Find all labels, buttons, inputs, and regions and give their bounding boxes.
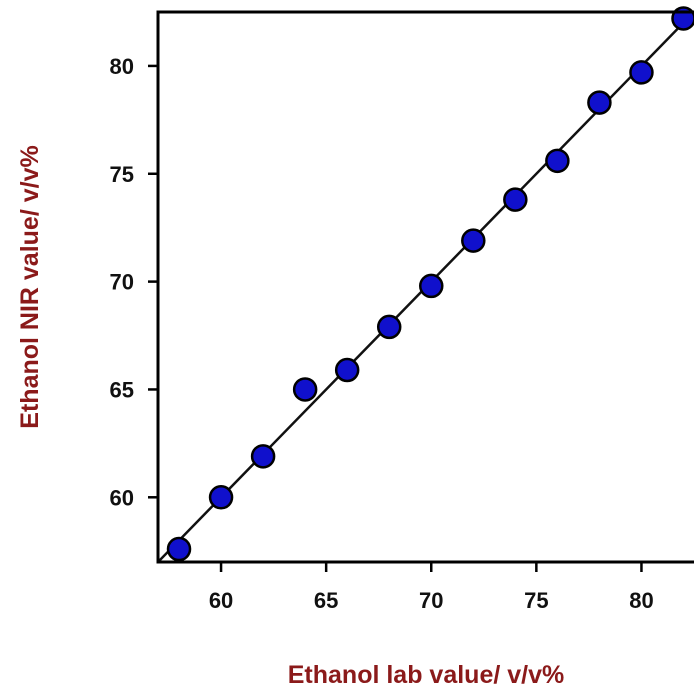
data-point bbox=[629, 60, 654, 85]
data-point bbox=[166, 536, 192, 562]
data-points-layer bbox=[166, 6, 694, 562]
x-tick-label: 60 bbox=[209, 588, 233, 613]
data-point bbox=[503, 187, 528, 212]
y-tick-label: 65 bbox=[110, 377, 134, 402]
data-point bbox=[208, 485, 234, 510]
data-point bbox=[545, 148, 570, 174]
y-tick-label: 70 bbox=[110, 270, 134, 295]
data-point bbox=[334, 357, 360, 383]
x-tick-label: 75 bbox=[524, 588, 548, 613]
x-tick-label: 70 bbox=[419, 588, 443, 613]
data-point bbox=[376, 314, 402, 340]
data-point bbox=[587, 90, 612, 115]
tick-layer: 60 65 70 75 80 60 65 70 75 80 bbox=[110, 54, 654, 613]
x-axis-title: Ethanol lab value/ v/v% bbox=[288, 661, 564, 689]
x-tick-label: 80 bbox=[629, 588, 653, 613]
data-point bbox=[461, 228, 486, 253]
y-tick-label: 75 bbox=[110, 162, 134, 187]
plot-frame bbox=[156, 10, 694, 564]
x-tick-label: 65 bbox=[314, 588, 338, 613]
y-tick-label: 60 bbox=[110, 485, 134, 510]
y-axis-title: Ethanol NIR value/ v/v% bbox=[16, 145, 44, 428]
data-point bbox=[419, 273, 444, 299]
data-point bbox=[250, 444, 276, 469]
data-point bbox=[292, 377, 318, 402]
y-tick-label: 80 bbox=[110, 54, 134, 79]
